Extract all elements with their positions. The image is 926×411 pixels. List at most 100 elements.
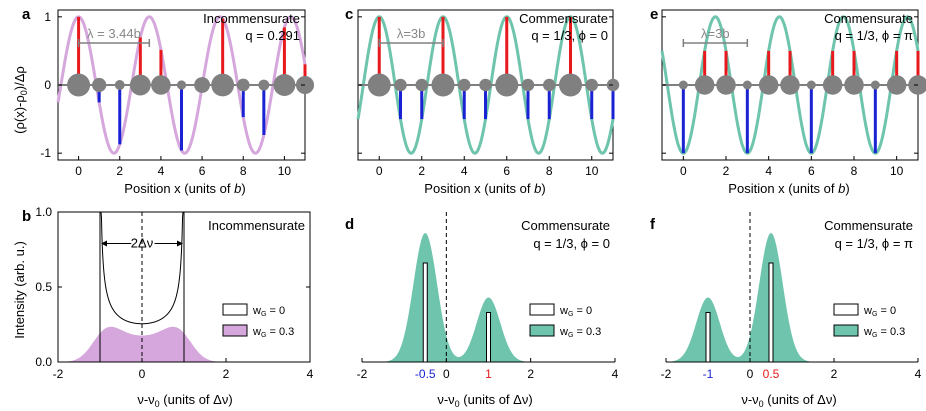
panel-label-e: e: [650, 6, 658, 23]
panel-subtitle: q = 1/3, ϕ = π: [835, 28, 913, 43]
atom-marker: [92, 77, 107, 93]
x-tick-label: 8: [851, 164, 858, 178]
lambda-label: λ=3b: [397, 26, 426, 41]
x-tick-label: 2: [223, 367, 230, 381]
atom-marker: [394, 78, 407, 92]
atom-marker: [273, 74, 296, 96]
x-tick-label: 6: [199, 164, 206, 178]
bottom-y-axis-label: Intensity (arb. u.): [12, 241, 27, 339]
atom-marker: [129, 74, 151, 96]
x-tick-label: 4: [307, 367, 314, 381]
atom-marker: [458, 78, 471, 92]
stick-peak: [705, 312, 711, 363]
lambda-label: λ = 3.44b: [87, 26, 141, 41]
panel-f: -1 0.5 Commensurate q = 1/3, ϕ = π -2 0 2 4 wG =…: [661, 212, 922, 381]
panel-label-b: b: [22, 208, 31, 225]
panel-subtitle: q = 1/3, ϕ = π: [835, 236, 913, 251]
atom-marker: [886, 75, 907, 95]
atom-marker: [415, 78, 428, 92]
atom-marker: [194, 77, 210, 93]
panel-title: Commensurate: [824, 11, 913, 26]
x-tick-label: 0: [680, 164, 687, 178]
stick-peak: [486, 312, 491, 363]
legend-swatch-w0: [833, 303, 859, 316]
x-tick-label: 4: [612, 367, 619, 381]
x-tick-label: 2: [527, 367, 534, 381]
atom-marker: [822, 75, 843, 95]
atom-marker: [758, 75, 779, 95]
panel-title: Commensurate: [824, 218, 913, 233]
legend-label-w03: wG = 0.3: [863, 326, 905, 339]
atom-marker: [211, 73, 235, 97]
legend-swatch-w0: [529, 303, 555, 316]
x-tick-label: 4: [765, 164, 772, 178]
stick-peak: [422, 262, 428, 363]
legend-label-w03: wG = 0.3: [252, 326, 294, 339]
peak-position-label: 1: [485, 367, 492, 381]
legend-label-w0: wG = 0: [559, 305, 592, 318]
lambda-label: λ=3b: [701, 26, 730, 41]
panel-subtitle: q = 1/3, ϕ = 0: [533, 236, 610, 251]
legend-label-w0: wG = 0: [252, 305, 285, 318]
x-axis-label-c: Position x (units of b): [424, 181, 545, 196]
legend-swatch-w03: [833, 324, 859, 337]
atom-marker: [114, 80, 125, 90]
x-tick-label: 8: [240, 164, 247, 178]
legend-label-w0: wG = 0: [863, 305, 896, 318]
atom-marker: [844, 75, 864, 95]
atom-marker: [806, 80, 816, 90]
atom-marker: [67, 73, 91, 97]
panel-d: -0.5 1 Commensurate q = 1/3, ϕ = 0 -2 0 2 4 wG =…: [357, 212, 619, 381]
panel-title: Incommensurate: [208, 218, 305, 233]
y-tick-label: -1: [40, 146, 51, 160]
x-tick-label: 10: [890, 164, 904, 178]
atom-marker: [151, 75, 171, 95]
delta-arrow-head: [101, 240, 107, 247]
atom-marker: [236, 78, 250, 92]
legend-label-w03: wG = 0.3: [559, 326, 601, 339]
atom-marker: [176, 80, 187, 90]
y-tick-label: 0: [44, 78, 51, 92]
peak-position-label: -0.5: [415, 367, 436, 381]
x-tick-label: -2: [357, 367, 368, 381]
panel-subtitle: q = 1/3, ϕ = 0: [531, 28, 608, 43]
panel-title: Commensurate: [521, 218, 610, 233]
x-axis-label-f: ν-ν0 (units of Δν): [741, 392, 836, 409]
atom-marker: [870, 80, 880, 90]
x-tick-label: 4: [158, 164, 165, 178]
atom-marker: [479, 78, 492, 92]
atom-marker: [716, 75, 736, 95]
x-tick-label: 2: [831, 367, 838, 381]
x-tick-label: 0: [747, 367, 754, 381]
stick-peak: [768, 262, 774, 363]
panel-title: Incommensurate: [203, 11, 300, 26]
x-axis-label-a: Position x (units of b): [124, 181, 245, 196]
atom-marker: [521, 78, 535, 92]
x-tick-label: 0: [443, 367, 450, 381]
y-tick-label: 1: [44, 10, 51, 24]
x-tick-label: 6: [808, 164, 815, 178]
y-tick-label: 0.5: [35, 280, 52, 294]
atom-marker: [543, 78, 556, 92]
panel-e: 0 2 4 6 8 10 λ=3b Commensurate q = 1/3, ϕ = π: [660, 9, 926, 178]
x-tick-label: 2: [418, 164, 425, 178]
broadened-spectrum: [666, 233, 918, 362]
x-tick-label: 10: [585, 164, 599, 178]
panel-label-c: c: [345, 6, 353, 23]
atom-marker: [495, 73, 519, 97]
legend-swatch-w03: [222, 324, 248, 337]
x-tick-label: 2: [723, 164, 730, 178]
atom-marker: [367, 73, 391, 97]
x-tick-label: 0: [376, 164, 383, 178]
peak-position-label: 0.5: [763, 367, 780, 381]
atom-marker: [258, 79, 270, 91]
x-tick-label: 0: [139, 367, 146, 381]
panel-label-f: f: [650, 216, 656, 233]
y-tick-label: 0.0: [35, 355, 52, 369]
y-tick-label: 1.0: [35, 205, 52, 219]
x-axis-label-b: ν-ν0 (units of Δν): [137, 392, 232, 409]
x-tick-label: 10: [278, 164, 292, 178]
atom-marker: [780, 75, 800, 95]
delta-arrow-head: [177, 240, 183, 247]
